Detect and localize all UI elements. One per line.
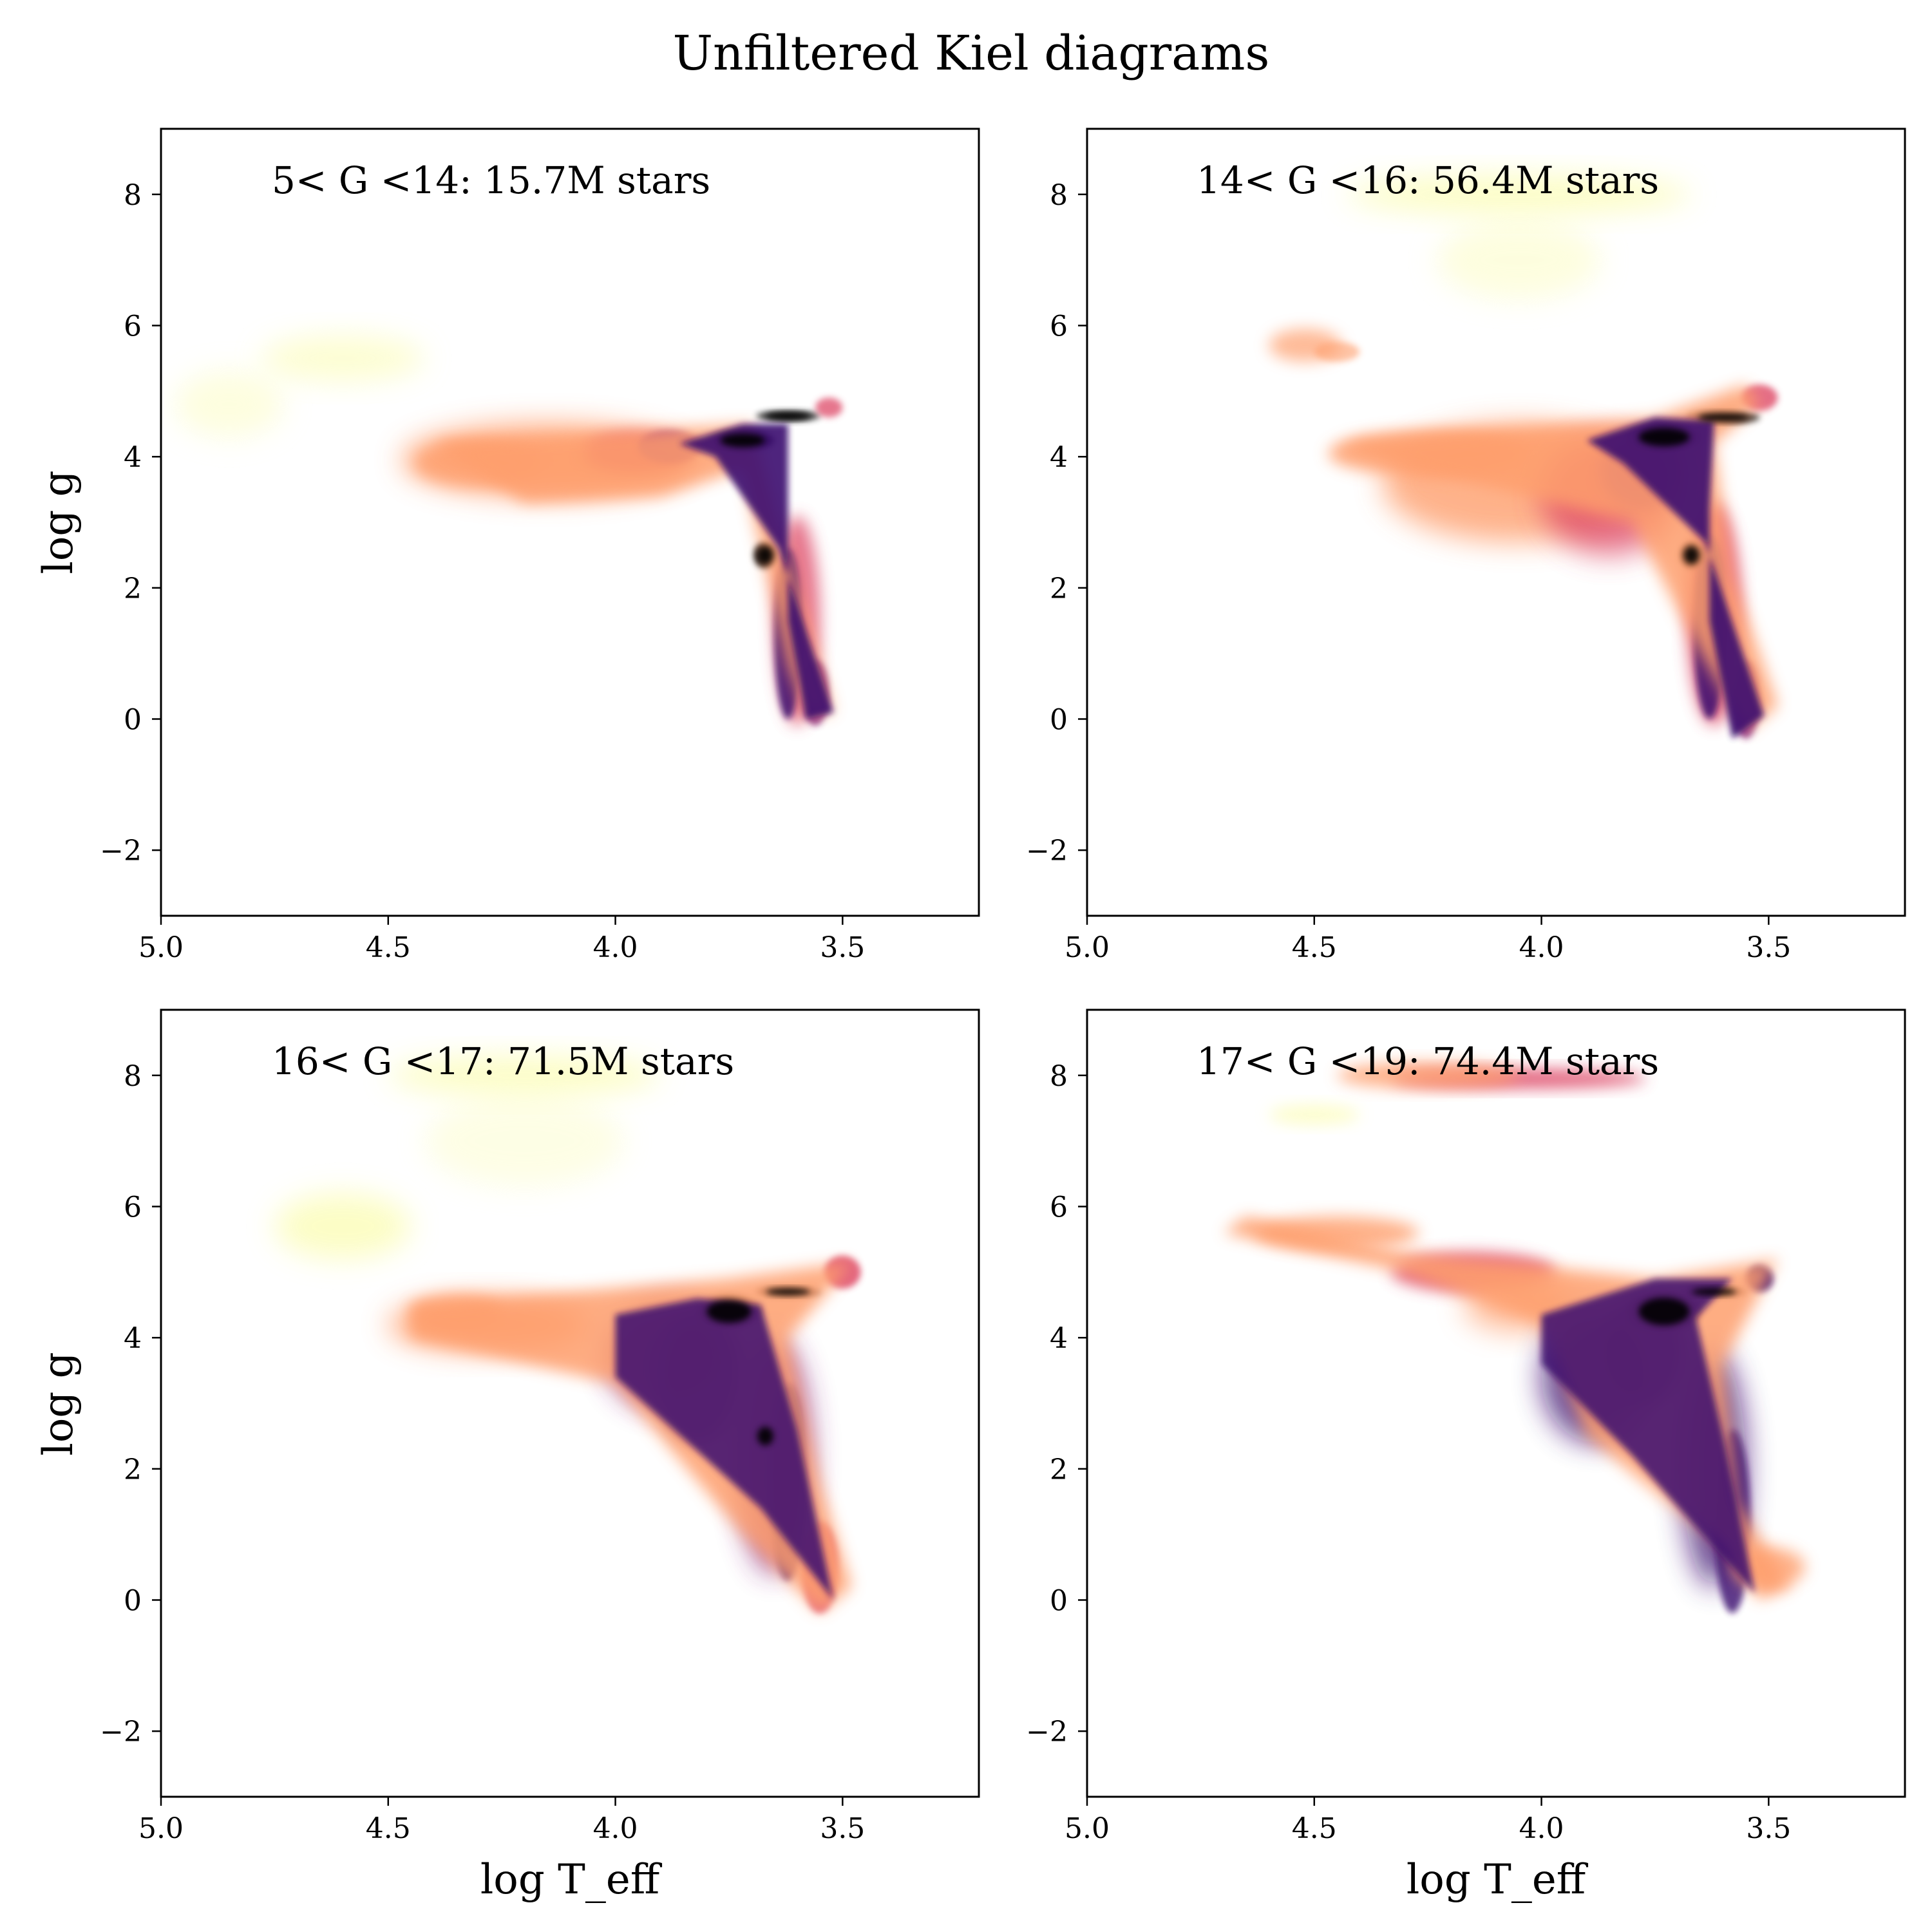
y-tick-label: 2: [1050, 573, 1068, 605]
density-core: [706, 1300, 752, 1323]
y-axis-label: log g: [35, 470, 82, 574]
y-tick-label: 0: [1050, 1585, 1068, 1618]
x-tick-label: 4.5: [1292, 1812, 1337, 1845]
density-region: [1437, 220, 1601, 299]
density-region: [274, 1193, 412, 1259]
density-core: [1638, 428, 1690, 446]
y-tick-label: 4: [1050, 1322, 1068, 1355]
panel-2: 5.0 4.5 4.0 3.5 −2 0 2 4 6 8 14< G <16: 56.4M sta…: [1026, 128, 1906, 964]
y-tick-label: 6: [124, 310, 142, 343]
y-tick-label: 8: [124, 179, 142, 212]
y-tick-label: −2: [100, 1716, 142, 1748]
density-core: [766, 412, 811, 420]
panel-3: 5.0 4.5 4.0 3.5 −2 0 2 4 6 8 16< G <17: 71.5M sta…: [35, 1009, 980, 1904]
panel-annotation: 5< G <14: 15.7M stars: [272, 158, 710, 202]
x-tick-label: 5.0: [138, 931, 184, 964]
panel-annotation: 17< G <19: 74.4M stars: [1197, 1039, 1659, 1083]
density-plot-area: [1223, 1062, 1805, 1613]
density-core: [757, 545, 773, 565]
density-plot-area: [175, 335, 843, 726]
density-region: [1337, 1062, 1519, 1089]
y-tick-label: 2: [124, 573, 142, 605]
x-tick-label: 3.5: [820, 931, 865, 964]
y-axis-label: log g: [35, 1352, 82, 1455]
y-tick-label: 4: [1050, 441, 1068, 474]
y-tick-label: 0: [124, 1585, 142, 1618]
panel-1: 5.0 4.5 4.0 3.5 −2 0 2 4 6 8 5< G <14: 15.7M star…: [35, 128, 980, 964]
density-core: [766, 1288, 811, 1296]
density-sequence: [1587, 417, 1765, 739]
density-core: [1683, 545, 1700, 565]
x-tick-label: 5.0: [1065, 1812, 1110, 1845]
y-tick-label: 2: [1050, 1454, 1068, 1486]
y-tick-label: 8: [124, 1060, 142, 1093]
y-tick-label: 6: [1050, 1191, 1068, 1224]
density-region: [815, 397, 843, 418]
x-tick-label: 5.0: [138, 1812, 184, 1845]
panel-annotation: 14< G <16: 56.4M stars: [1197, 158, 1659, 202]
y-tick-label: 6: [1050, 310, 1068, 343]
x-tick-label: 4.0: [593, 1812, 638, 1845]
x-tick-label: 3.5: [1746, 931, 1791, 964]
density-plot-area: [1269, 175, 1778, 739]
x-tick-label: 4.5: [366, 931, 411, 964]
tick-marks: 5.0 4.5 4.0 3.5 −2 0 2 4 6 8: [1026, 179, 1791, 964]
y-tick-label: 8: [1050, 179, 1068, 212]
density-region: [424, 1095, 625, 1187]
x-tick-label: 3.5: [820, 1812, 865, 1845]
panel-4: 5.0 4.5 4.0 3.5 −2 0 2 4 6 8 17< G <19: 74.4M sta…: [1026, 1009, 1906, 1904]
x-tick-label: 4.0: [593, 931, 638, 964]
density-sequence: [433, 424, 834, 716]
y-tick-label: −2: [1026, 835, 1068, 867]
density-region: [1269, 1104, 1360, 1125]
y-tick-label: 0: [124, 704, 142, 737]
density-sequence: [615, 1298, 834, 1600]
x-tick-label: 3.5: [1746, 1812, 1791, 1845]
density-sequence: [679, 424, 834, 719]
x-tick-label: 4.5: [1292, 931, 1337, 964]
figure-title: Unfiltered Kiel diagrams: [673, 26, 1270, 81]
y-tick-label: 8: [1050, 1060, 1068, 1093]
density-plot-area: [274, 1056, 861, 1613]
y-tick-label: −2: [100, 835, 142, 867]
x-tick-label: 4.0: [1519, 1812, 1564, 1845]
axes-frame: [160, 128, 980, 917]
tick-marks: 5.0 4.5 4.0 3.5 −2 0 2 4 6 8: [100, 179, 865, 964]
y-tick-label: 4: [124, 1322, 142, 1355]
density-region: [175, 371, 284, 437]
x-axis-label: log T_eff: [1406, 1856, 1589, 1904]
y-tick-label: 2: [124, 1454, 142, 1486]
density-region: [261, 335, 425, 382]
density-core: [1638, 1298, 1690, 1325]
y-tick-label: 0: [1050, 704, 1068, 737]
axes-frame: [1086, 128, 1906, 917]
density-sequence: [1541, 1278, 1756, 1594]
y-tick-label: −2: [1026, 1716, 1068, 1748]
axes-frame: [160, 1009, 980, 1798]
density-core: [757, 1426, 773, 1446]
density-core: [1698, 412, 1749, 422]
density-region: [1314, 341, 1360, 362]
tick-marks: 5.0 4.5 4.0 3.5 −2 0 2 4 6 8: [100, 1060, 865, 1845]
x-axis-label: log T_eff: [480, 1856, 663, 1904]
axes-frame: [1086, 1009, 1906, 1798]
tick-marks: 5.0 4.5 4.0 3.5 −2 0 2 4 6 8: [1026, 1060, 1791, 1845]
density-core: [720, 433, 765, 448]
x-tick-label: 4.0: [1519, 931, 1564, 964]
density-region: [388, 1056, 661, 1095]
y-tick-label: 6: [124, 1191, 142, 1224]
x-tick-label: 4.5: [366, 1812, 411, 1845]
y-tick-label: 4: [124, 441, 142, 474]
x-tick-label: 5.0: [1065, 931, 1110, 964]
density-region: [1346, 175, 1692, 214]
density-core: [1692, 1288, 1737, 1296]
panel-annotation: 16< G <17: 71.5M stars: [272, 1039, 734, 1083]
